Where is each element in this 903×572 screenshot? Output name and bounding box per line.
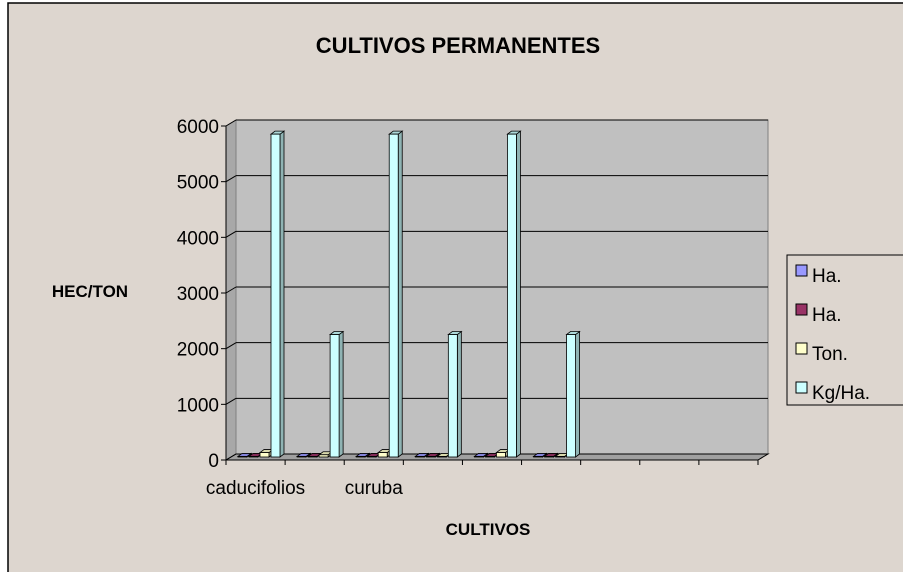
bar xyxy=(414,452,430,458)
bar-front xyxy=(270,133,281,458)
bar-front xyxy=(366,456,377,458)
y-tick-label: 4000 xyxy=(177,228,219,249)
bar-front xyxy=(474,456,484,458)
bar xyxy=(447,330,463,458)
legend: Ha. Ha. Ton. Kg/Ha. xyxy=(795,264,870,404)
legend-box xyxy=(786,254,903,406)
bar-front xyxy=(555,456,565,458)
x-tick-label: caducifolios xyxy=(206,478,305,499)
x-tick-label: curuba xyxy=(345,478,404,499)
bar-side xyxy=(575,330,580,458)
legend-label: Ton. xyxy=(812,344,848,365)
bar xyxy=(388,130,404,458)
legend-swatch xyxy=(795,303,808,316)
bar xyxy=(532,452,548,458)
bar-front xyxy=(447,334,458,458)
bar-front xyxy=(425,456,436,458)
grid-line-side xyxy=(225,453,237,461)
bar-front xyxy=(329,334,340,458)
y-axis-label: HEC/TON xyxy=(52,282,128,301)
legend-label: Ha. xyxy=(812,305,842,326)
legend-swatch xyxy=(795,264,808,277)
legend-label: Ha. xyxy=(812,266,842,287)
bar-front xyxy=(237,456,248,458)
bar xyxy=(236,452,253,458)
bar-side xyxy=(456,330,462,458)
bar-side xyxy=(397,130,403,458)
grid-line-side xyxy=(225,119,237,127)
bar xyxy=(543,452,559,458)
bar-front xyxy=(414,456,425,458)
legend-label: Kg/Ha. xyxy=(812,383,870,404)
bar-front xyxy=(436,456,447,458)
bar-front xyxy=(507,133,517,458)
plot: 0 1000 2000 3000 4000 5000 6000 caducifolios cur… xyxy=(177,117,770,499)
y-tick-label: 3000 xyxy=(177,284,219,305)
y-tick-label: 5000 xyxy=(177,173,219,194)
y-tick-label: 2000 xyxy=(177,340,219,361)
bar-front xyxy=(318,454,329,458)
bar xyxy=(355,452,371,458)
bar-side xyxy=(279,130,285,458)
legend-swatch xyxy=(795,381,808,394)
bar-front xyxy=(496,452,506,458)
bar-front xyxy=(296,456,307,458)
bar-front xyxy=(259,452,270,458)
bar xyxy=(269,130,286,458)
bar-front xyxy=(566,334,576,458)
bar xyxy=(328,330,345,458)
bar-front xyxy=(307,456,318,458)
bar xyxy=(295,452,312,458)
bar-front xyxy=(377,452,388,458)
grid-line-side xyxy=(225,175,237,183)
y-tick-label: 0 xyxy=(208,451,219,472)
x-axis-label: CULTIVOS xyxy=(446,520,531,539)
bar-front xyxy=(544,456,554,458)
grid-line-side xyxy=(225,342,237,350)
y-tick-label: 1000 xyxy=(177,395,219,416)
bar xyxy=(506,130,522,458)
grid-line-side xyxy=(225,286,237,294)
grid-line-side xyxy=(225,397,237,405)
bar xyxy=(425,452,441,458)
bar xyxy=(565,330,581,458)
bar-front xyxy=(355,456,366,458)
bar-front xyxy=(388,133,399,458)
bar-front xyxy=(248,456,259,458)
y-tick-label: 6000 xyxy=(177,117,219,138)
bar xyxy=(473,452,489,458)
bar-front xyxy=(485,456,495,458)
grid-line-side xyxy=(225,230,237,238)
bar-side xyxy=(338,330,344,458)
legend-swatch xyxy=(795,342,808,355)
chart-title: CULTIVOS PERMANENTES xyxy=(316,33,600,58)
bar-side xyxy=(516,130,521,458)
bar-front xyxy=(533,456,543,458)
